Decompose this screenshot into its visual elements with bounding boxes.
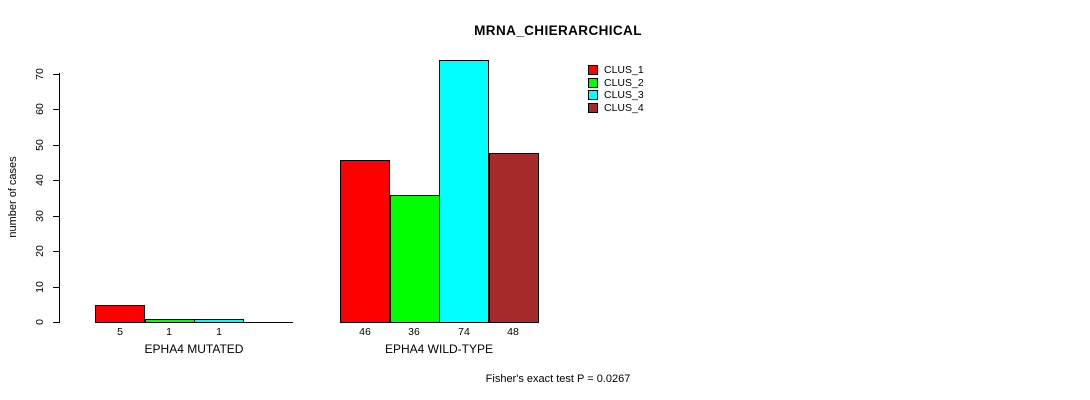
legend: CLUS_1 CLUS_2 CLUS_3 CLUS_4 — [588, 64, 644, 114]
bar-value-label: 74 — [458, 326, 470, 338]
legend-swatch — [588, 77, 598, 88]
y-tick-label: 50 — [34, 139, 46, 151]
y-tick — [53, 322, 59, 323]
legend-label: CLUS_1 — [604, 64, 644, 77]
bar — [340, 160, 390, 323]
legend-item: CLUS_2 — [588, 76, 644, 89]
y-tick — [53, 145, 59, 146]
bar-value-label: 46 — [359, 326, 371, 338]
y-tick — [53, 287, 59, 288]
y-tick-label: 60 — [34, 103, 46, 115]
legend-label: CLUS_2 — [604, 76, 644, 89]
bar — [194, 319, 244, 323]
y-tick-label: 10 — [34, 281, 46, 293]
y-tick-label: 40 — [34, 174, 46, 186]
legend-swatch — [588, 65, 598, 76]
chart-title: MRNA_CHIERARCHICAL — [474, 23, 642, 38]
y-tick — [53, 251, 59, 252]
bar-value-label: 36 — [408, 326, 420, 338]
bar — [439, 60, 489, 323]
y-axis-label: number of cases — [7, 156, 19, 238]
y-tick — [53, 180, 59, 181]
y-axis — [59, 73, 60, 323]
y-tick-label: 70 — [34, 68, 46, 80]
bar-value-label: 48 — [507, 326, 519, 338]
legend-item: CLUS_1 — [588, 64, 644, 77]
bar — [489, 153, 539, 323]
y-tick-label: 30 — [34, 210, 46, 222]
y-tick-label: 20 — [34, 245, 46, 257]
legend-swatch — [588, 90, 598, 101]
bar — [390, 195, 440, 323]
group-label: EPHA4 WILD-TYPE — [384, 342, 494, 356]
y-tick-label: 0 — [34, 319, 46, 325]
bar-value-label: 1 — [166, 326, 172, 338]
legend-item: CLUS_4 — [588, 101, 644, 114]
footer-annotation: Fisher's exact test P = 0.0267 — [485, 373, 631, 385]
legend-item: CLUS_3 — [588, 89, 644, 102]
y-tick — [53, 74, 59, 75]
legend-label: CLUS_4 — [604, 101, 644, 114]
bar-value-label: 1 — [216, 326, 222, 338]
y-tick — [53, 109, 59, 110]
bar-value-label: 5 — [117, 326, 123, 338]
group-label: EPHA4 MUTATED — [144, 342, 244, 356]
bar — [145, 319, 195, 323]
legend-label: CLUS_3 — [604, 89, 644, 102]
bar — [95, 305, 145, 323]
legend-swatch — [588, 102, 598, 113]
y-tick — [53, 216, 59, 217]
